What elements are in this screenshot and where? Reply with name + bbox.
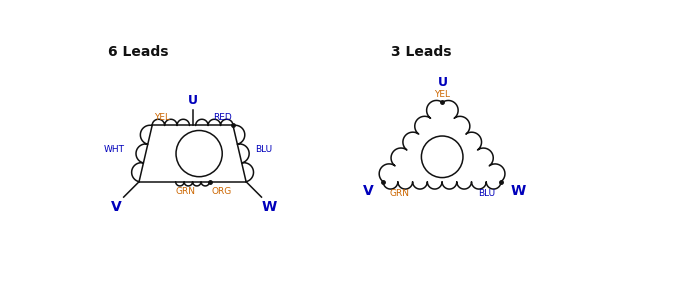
Text: RED: RED — [213, 113, 231, 122]
Text: W: W — [262, 200, 277, 214]
Text: YEL: YEL — [435, 90, 450, 99]
Text: BLU: BLU — [477, 189, 495, 199]
Text: W: W — [510, 184, 526, 198]
Text: WHT: WHT — [104, 145, 125, 154]
Text: U: U — [188, 94, 198, 107]
Text: V: V — [111, 200, 121, 214]
Text: U: U — [437, 76, 447, 88]
Text: GRN: GRN — [390, 189, 409, 199]
Text: GRN: GRN — [175, 187, 196, 196]
Text: YEL: YEL — [154, 113, 170, 122]
Text: 6 Leads: 6 Leads — [108, 45, 169, 59]
Text: ORG: ORG — [211, 187, 231, 196]
Text: V: V — [363, 184, 374, 198]
Text: BLU: BLU — [255, 145, 273, 154]
Text: 3 Leads: 3 Leads — [391, 45, 452, 59]
